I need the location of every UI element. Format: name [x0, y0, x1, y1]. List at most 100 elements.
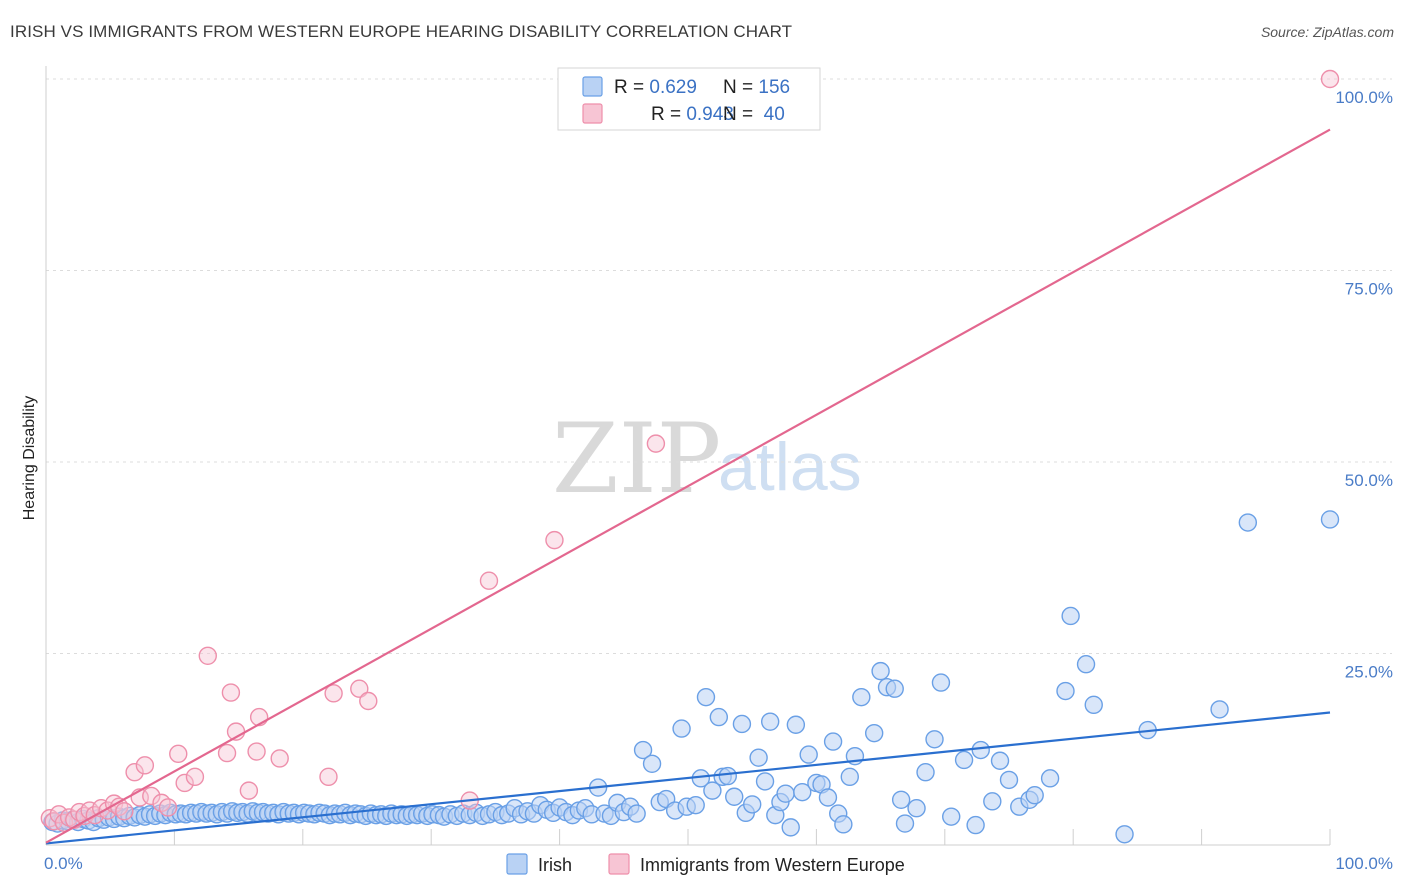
- y-axis-title: Hearing Disability: [21, 396, 38, 521]
- watermark-zip: ZIP: [552, 403, 721, 515]
- irish-point-121: [725, 787, 744, 806]
- irish-point-172: [1238, 513, 1258, 532]
- immigrants-point-38: [545, 530, 564, 550]
- irish-point-124: [743, 795, 762, 814]
- irish-point-168: [1084, 695, 1103, 715]
- trend-line-irish: [45, 711, 1331, 845]
- chart-title: IRISH VS IMMIGRANTS FROM WESTERN EUROPE …: [10, 22, 793, 41]
- immigrants-point-30: [249, 707, 269, 727]
- chart-source: Source: ZipAtlas.com: [1260, 24, 1394, 40]
- irish-point-130: [776, 784, 795, 803]
- irish-point-116: [696, 687, 716, 707]
- y-tick-label-1: 50.0%: [1345, 471, 1393, 490]
- irish-point-133: [793, 782, 812, 802]
- irish-point-158: [983, 792, 1002, 811]
- immigrants-point-3: [54, 813, 74, 832]
- series-irish-points: [43, 510, 1340, 844]
- bottom-legend-swatch-immigrants: [608, 853, 630, 875]
- immigrants-point-34: [350, 679, 369, 698]
- x-tick-labels: 0.0% 100.0%: [44, 854, 1393, 873]
- irish-point-138: [823, 732, 843, 751]
- x-tick-label-0: 0.0%: [44, 854, 83, 873]
- irish-point-134: [799, 745, 818, 764]
- irish-point-173: [1320, 510, 1340, 529]
- irish-point-152: [925, 730, 944, 749]
- immigrants-point-28: [239, 781, 259, 800]
- immigrants-point-31: [270, 749, 289, 768]
- series-immigrants-points: [40, 69, 1340, 832]
- legend-immig-r-label: R =: [651, 104, 686, 125]
- irish-point-164: [1040, 769, 1060, 788]
- irish-point-165: [1056, 681, 1075, 701]
- irish-point-127: [760, 712, 780, 731]
- immigrants-point-14: [115, 802, 134, 821]
- irish-point-150: [907, 799, 926, 818]
- immigrants-point-39: [646, 434, 666, 453]
- grid-lines: [46, 78, 1392, 654]
- immigrants-point-17: [135, 756, 155, 775]
- y-tick-label-2: 75.0%: [1345, 280, 1393, 299]
- immigrants-point-24: [198, 646, 217, 665]
- irish-point-140: [834, 815, 853, 834]
- immigrants-point-18: [142, 786, 161, 806]
- immigrants-point-29: [247, 742, 266, 761]
- y-tick-labels: 25.0% 50.0% 75.0% 100.0%: [1335, 88, 1393, 682]
- immigrants-point-27: [217, 743, 237, 763]
- irish-point-125: [749, 748, 768, 767]
- irish-point-132: [786, 715, 806, 734]
- bottom-legend-immigrants: Immigrants from Western Europe: [640, 855, 905, 875]
- axes: [45, 66, 1331, 846]
- irish-point-143: [852, 687, 871, 707]
- irish-point-106: [627, 804, 646, 823]
- irish-point-131: [781, 818, 800, 837]
- irish-point-159: [990, 751, 1010, 770]
- legend-row-irish: R = 0.629 N = 156: [614, 77, 790, 98]
- immigrants-point-20: [158, 798, 178, 817]
- irish-point-166: [1061, 606, 1080, 626]
- irish-point-137: [818, 788, 838, 807]
- irish-point-169: [1115, 825, 1134, 844]
- x-tick-label-1: 100.0%: [1335, 854, 1393, 873]
- legend-irish-r-label: R =: [614, 77, 649, 98]
- watermark-atlas: atlas: [718, 429, 862, 505]
- bottom-legend-swatch-irish: [506, 853, 528, 875]
- irish-point-117: [703, 781, 722, 800]
- irish-point-156: [966, 815, 985, 835]
- irish-point-120: [718, 766, 738, 786]
- irish-point-163: [1025, 786, 1044, 805]
- irish-point-114: [686, 795, 705, 815]
- legend-irish-n-label: N =: [723, 77, 758, 98]
- irish-point-122: [732, 714, 752, 734]
- immigrants-point-37: [479, 571, 499, 590]
- legend-irish-n-value: 156: [758, 77, 790, 98]
- legend-row-immigrants: R = 0.943N = 40: [614, 104, 811, 125]
- bottom-legend-irish: Irish: [538, 855, 572, 875]
- immigrants-point-22: [175, 773, 194, 793]
- legend-irish-r-value: 0.629: [649, 77, 697, 98]
- watermark: ZIP atlas: [552, 403, 862, 515]
- irish-point-112: [672, 719, 691, 738]
- y-tick-label-0: 25.0%: [1345, 663, 1393, 682]
- irish-point-157: [971, 740, 990, 760]
- irish-point-107: [633, 740, 653, 760]
- irish-point-126: [755, 772, 775, 791]
- irish-point-148: [891, 790, 911, 810]
- immigrants-point-32: [319, 767, 338, 787]
- irish-point-147: [885, 679, 904, 698]
- legend-immig-n-value: 40: [758, 104, 784, 125]
- irish-point-153: [931, 673, 951, 692]
- immigrants-point-23: [185, 767, 205, 787]
- immigrants-point-33: [324, 684, 343, 703]
- irish-point-149: [895, 814, 915, 833]
- irish-point-171: [1210, 700, 1229, 719]
- legend-swatch-immigrants: [582, 103, 603, 124]
- immigrants-point-15: [125, 763, 144, 782]
- y-tick-label-3: 100.0%: [1335, 88, 1393, 107]
- irish-point-145: [871, 661, 890, 681]
- irish-point-151: [916, 763, 935, 782]
- irish-point-155: [954, 750, 974, 770]
- immigrants-point-25: [221, 683, 241, 702]
- legend-immig-r-value: 0.943: [686, 104, 734, 125]
- irish-point-118: [709, 707, 729, 727]
